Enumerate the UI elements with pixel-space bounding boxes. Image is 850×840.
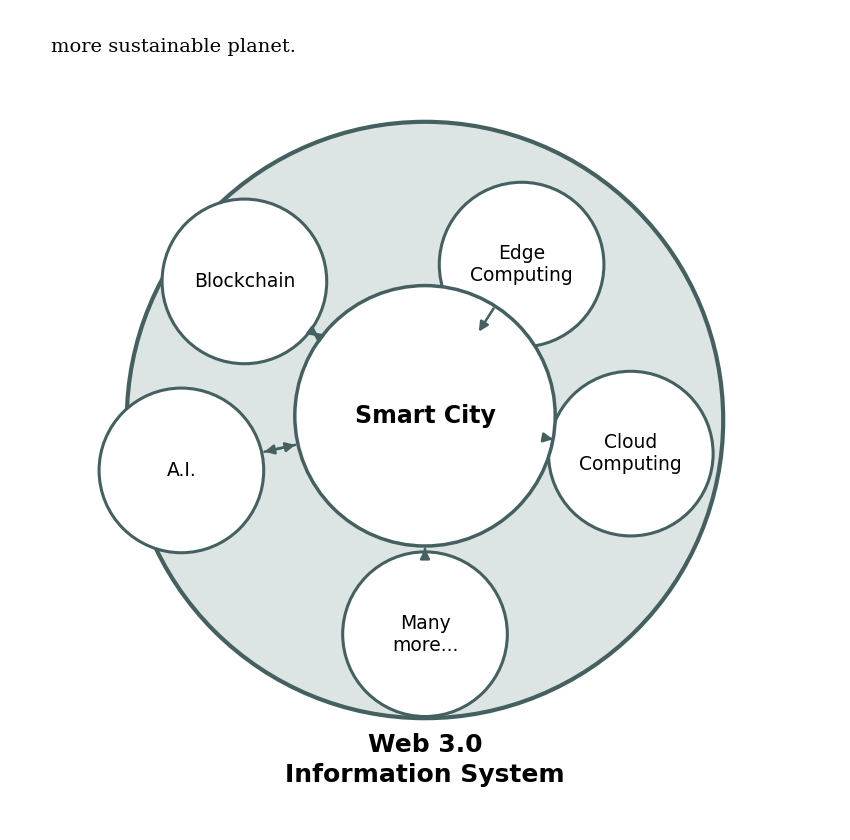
Text: Blockchain: Blockchain [194,272,295,291]
Text: more sustainable planet.: more sustainable planet. [51,38,296,55]
Circle shape [343,552,507,717]
FancyArrowPatch shape [480,308,494,329]
Circle shape [162,199,326,364]
Text: Many
more...: Many more... [392,614,458,654]
Text: Smart City: Smart City [354,404,496,428]
FancyArrowPatch shape [542,433,552,441]
Circle shape [439,182,604,347]
Text: Web 3.0
Information System: Web 3.0 Information System [286,733,564,787]
Circle shape [99,388,264,553]
FancyArrowPatch shape [421,549,429,559]
Circle shape [295,286,555,546]
FancyArrowPatch shape [308,327,316,335]
Circle shape [548,371,713,536]
Text: A.I.: A.I. [167,461,196,480]
Text: Edge
Computing: Edge Computing [470,244,573,285]
Text: Cloud
Computing: Cloud Computing [580,433,683,474]
Circle shape [127,122,723,718]
FancyArrowPatch shape [314,333,324,342]
FancyArrowPatch shape [264,444,292,452]
FancyArrowPatch shape [267,445,295,454]
